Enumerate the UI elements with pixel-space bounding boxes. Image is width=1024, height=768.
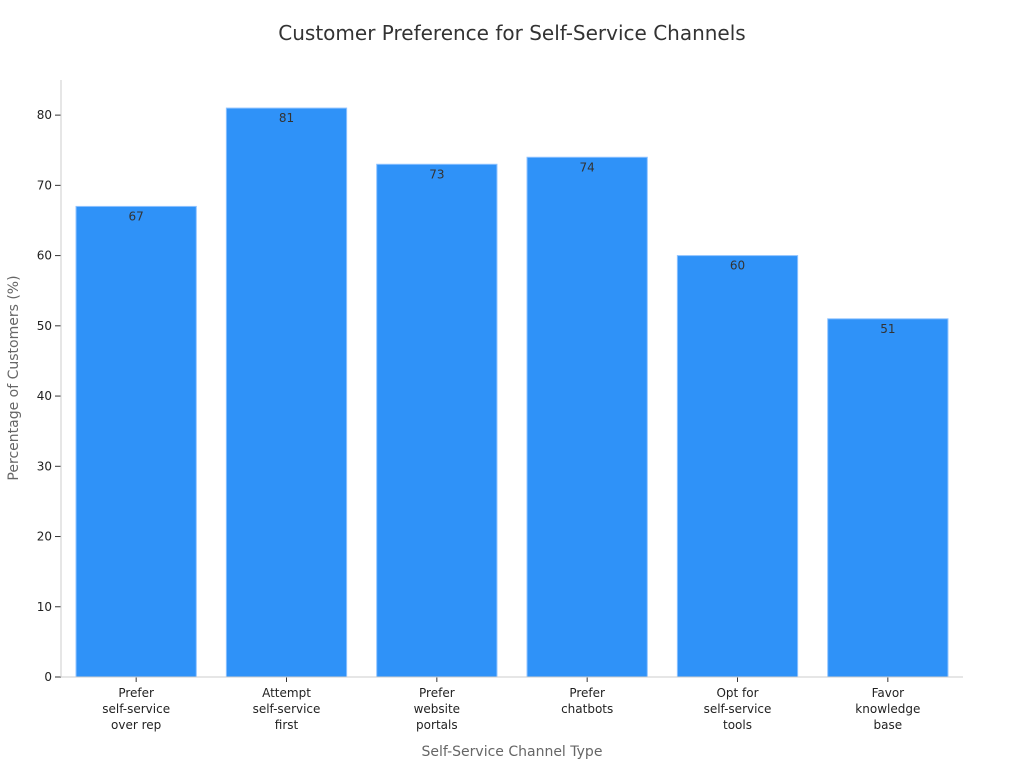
y-axis: 0 10 20 30 40 50 60 70 80 [37,108,61,684]
x-tick-label-line: over rep [111,718,161,732]
x-tick-label-line: Favor [872,686,905,700]
x-tick-label-line: Prefer [569,686,605,700]
bar [376,163,498,678]
x-tick-label: Opt for self-service tools [704,686,772,732]
x-tick-label: Prefer chatbots [561,686,613,716]
y-axis-title: Percentage of Customers (%) [6,275,22,480]
x-tick-label: Favor knowledge base [855,686,920,732]
bar-value-label: 67 [129,209,144,223]
bar [827,318,949,678]
x-tick-label: Prefer website portals [414,686,461,732]
bar [225,107,348,678]
y-tick-label: 50 [37,319,52,333]
bar [526,156,648,678]
x-axis-title: Self-Service Channel Type [422,744,603,760]
x-tick-label-line: Attempt [262,686,311,700]
y-tick-label: 0 [44,670,52,684]
bar-value-label: 73 [429,167,444,181]
x-tick-label-line: self-service [704,702,772,716]
bar [75,205,197,678]
bar-value-label: 60 [730,259,745,273]
data-labels-group: 67 81 73 74 60 51 [129,111,896,336]
x-tick-label-line: portals [416,718,458,732]
y-tick-label: 80 [37,108,52,122]
x-tick-label: Prefer self-service over rep [102,686,170,732]
x-tick-label-line: self-service [253,702,321,716]
bar-value-label: 81 [279,111,294,125]
y-tick-label: 70 [37,178,52,192]
y-tick-label: 30 [37,459,52,473]
bar-value-label: 74 [580,160,595,174]
x-tick-label-line: Opt for [716,686,758,700]
bar [676,255,799,678]
x-axis: Prefer self-service over rep Attempt self-se… [102,677,920,732]
y-tick-label: 40 [37,389,52,403]
x-tick-label-line: base [874,718,903,732]
x-tick-label-line: self-service [102,702,170,716]
x-tick-label-line: website [414,702,461,716]
x-tick-label-line: tools [723,718,752,732]
y-tick-label: 60 [37,249,52,263]
y-tick-label: 10 [37,600,52,614]
x-tick-label-line: chatbots [561,702,613,716]
x-tick-label: Attempt self-service first [253,686,321,732]
bar-value-label: 51 [880,322,895,336]
bars-group [75,107,949,678]
x-tick-label-line: Prefer [118,686,154,700]
chart-title: Customer Preference for Self-Service Cha… [278,21,745,45]
y-tick-label: 20 [37,530,52,544]
x-tick-label-line: Prefer [419,686,455,700]
x-tick-label-line: first [275,718,299,732]
x-tick-label-line: knowledge [855,702,920,716]
